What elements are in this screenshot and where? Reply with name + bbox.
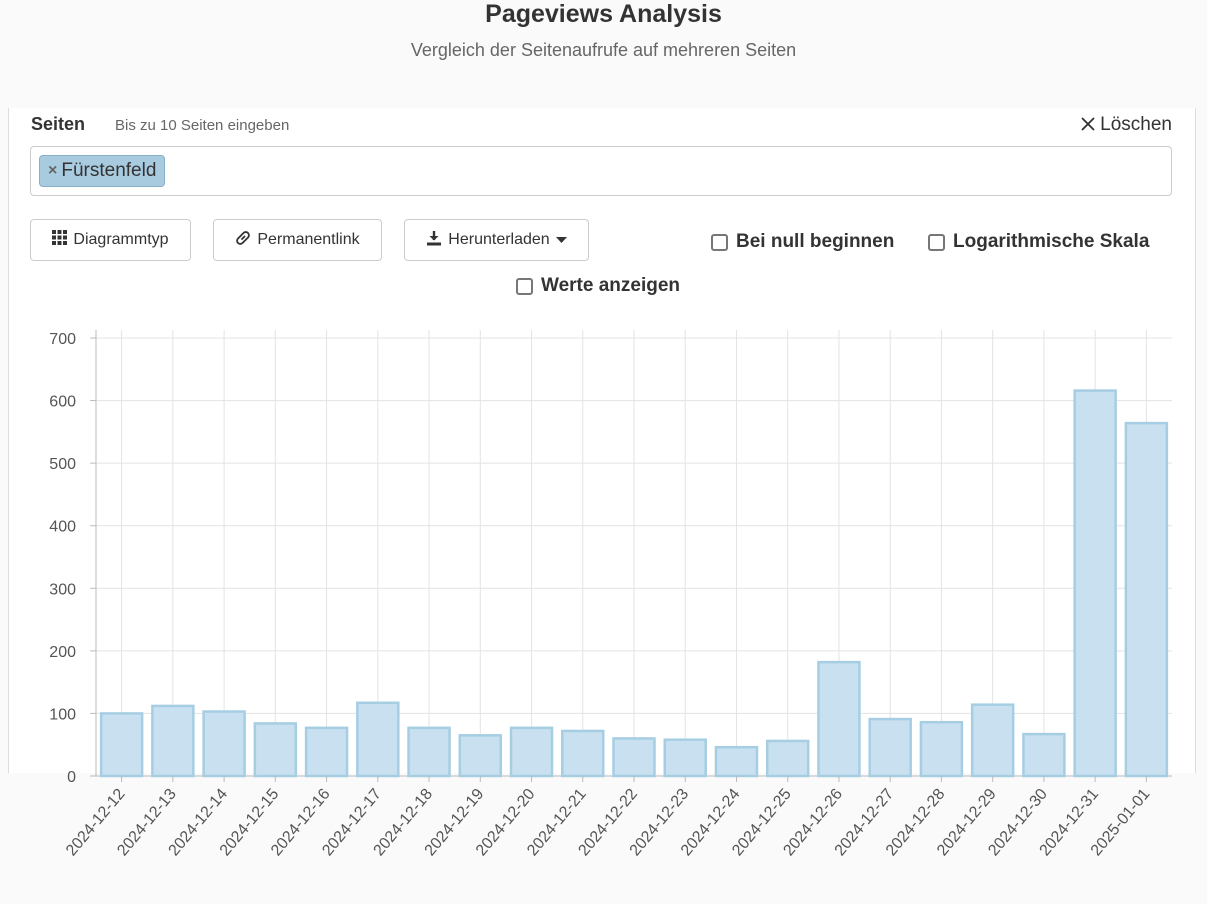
show-values-checkbox[interactable] (516, 277, 533, 295)
bar (817, 660, 861, 778)
y-tick-label: 400 (49, 519, 76, 536)
bar (714, 745, 759, 778)
bar (202, 710, 246, 778)
bar (458, 734, 503, 778)
bar (663, 738, 707, 778)
bar (1124, 421, 1169, 778)
pages-input[interactable]: × Fürstenfeld (30, 146, 1172, 196)
bar (99, 712, 144, 778)
page-subtitle: Vergleich der Seitenaufrufe auf mehreren… (410, 40, 797, 60)
close-icon (1080, 116, 1096, 134)
bar (561, 729, 605, 778)
bar (612, 737, 656, 778)
bar (356, 701, 400, 778)
chart-type-button[interactable]: Diagrammtyp (30, 219, 191, 261)
bar (1022, 732, 1066, 778)
log-scale-checkbox[interactable] (928, 233, 945, 251)
bar (765, 739, 810, 778)
show-values-option[interactable]: Werte anzeigen (516, 275, 680, 297)
chart-area: 0 100 200 300 400 500 600 700 2024-12-12 2024-12-… (0, 320, 1207, 899)
y-tick-label: 600 (49, 394, 76, 411)
y-tick-label: 500 (49, 456, 76, 473)
bar (1073, 389, 1117, 778)
page-chip-label: Fürstenfeld (61, 160, 157, 181)
bar (253, 722, 298, 778)
bar (509, 726, 554, 778)
link-icon (235, 230, 251, 251)
y-tick-label: 0 (67, 769, 76, 786)
chip-remove-icon[interactable]: × (48, 162, 58, 179)
bar (970, 703, 1015, 778)
download-icon (426, 230, 442, 251)
bar (919, 720, 964, 778)
pages-label: Seiten (31, 114, 86, 134)
permalink-button[interactable]: Permanentlink (213, 219, 382, 261)
clear-button-label: Löschen (1100, 114, 1172, 135)
main-panel (8, 108, 1196, 773)
begin-at-zero-label: Bei null beginnen (736, 231, 895, 252)
log-scale-label: Logarithmische Skala (953, 231, 1150, 252)
caret-down-icon (555, 231, 567, 249)
download-button[interactable]: Herunterladen (404, 219, 589, 261)
y-tick-label: 100 (49, 706, 76, 723)
begin-at-zero-option[interactable]: Bei null beginnen (711, 231, 894, 253)
grid-icon (52, 230, 68, 250)
log-scale-option[interactable]: Logarithmische Skala (928, 231, 1149, 253)
bar-chart: 01002003004005006007002024-12-122024-12-… (49, 330, 1172, 859)
begin-at-zero-checkbox[interactable] (711, 233, 728, 251)
page-title: Pageviews Analysis (485, 0, 722, 28)
bar (407, 726, 451, 778)
show-values-label: Werte anzeigen (541, 275, 681, 296)
permalink-label: Permanentlink (257, 231, 360, 248)
pages-hint: Bis zu 10 Seiten eingeben (115, 117, 290, 134)
page-chip[interactable]: × Fürstenfeld (39, 155, 166, 187)
download-label: Herunterladen (448, 231, 550, 248)
bar (304, 726, 349, 778)
y-tick-label: 700 (49, 331, 76, 348)
clear-button[interactable]: Löschen (1080, 114, 1172, 136)
y-tick-label: 300 (49, 581, 76, 598)
chart-type-label: Diagrammtyp (73, 231, 169, 248)
bar (868, 717, 912, 778)
y-tick-label: 200 (49, 644, 76, 661)
bar (151, 704, 195, 778)
